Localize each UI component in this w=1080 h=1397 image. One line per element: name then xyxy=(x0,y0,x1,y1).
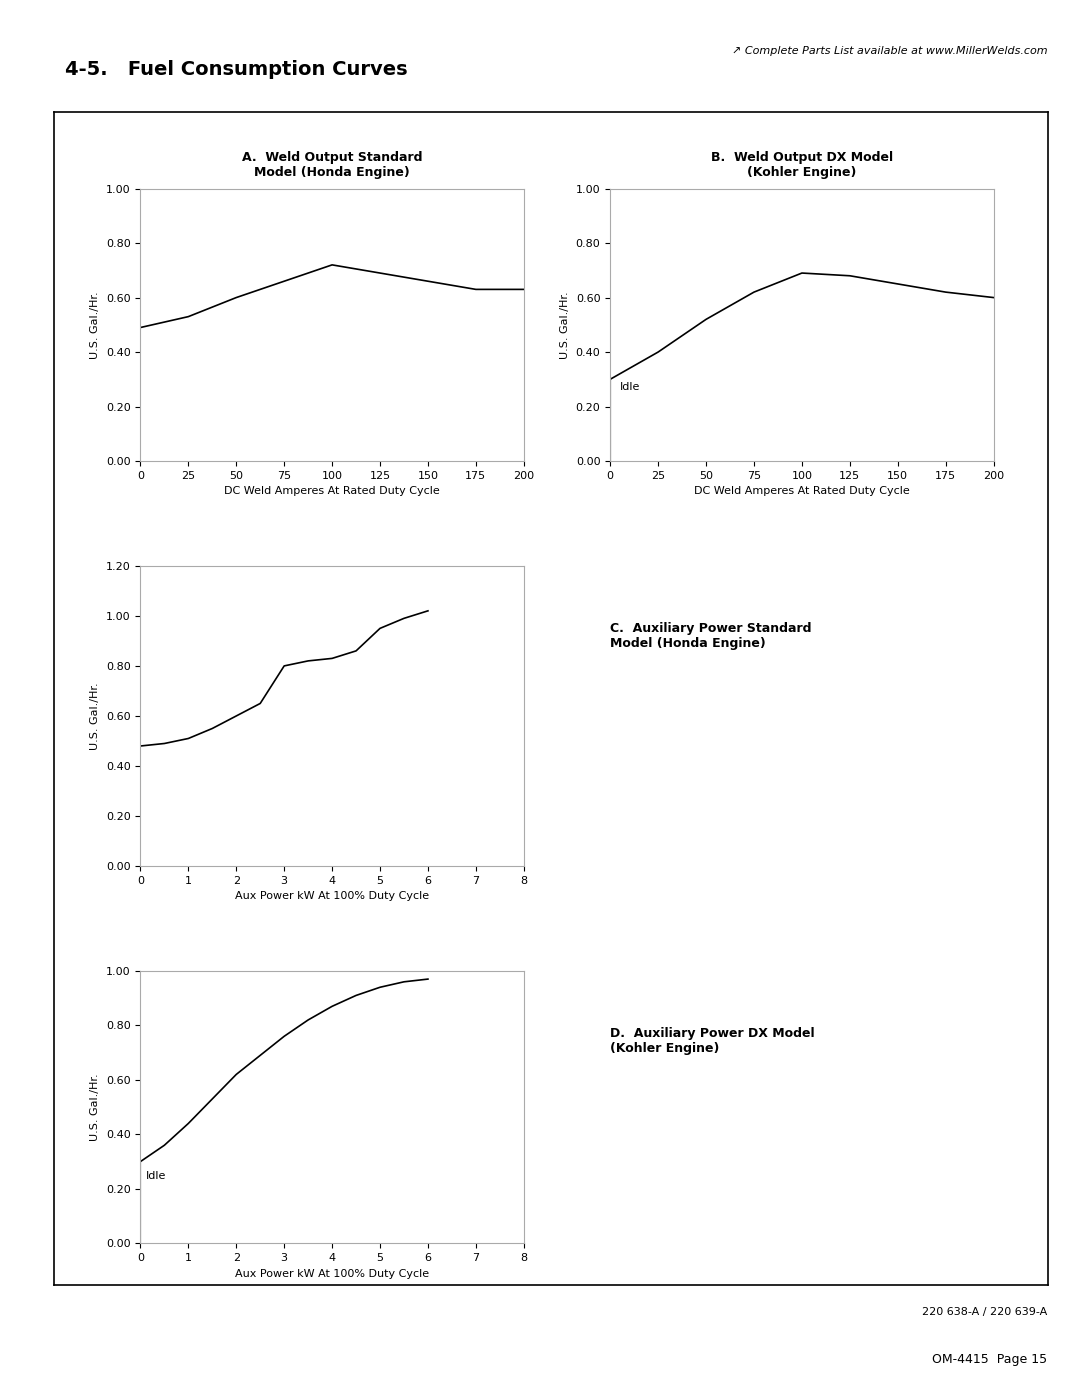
Text: 220 638-A / 220 639-A: 220 638-A / 220 639-A xyxy=(922,1308,1048,1317)
Y-axis label: U.S. Gal./Hr.: U.S. Gal./Hr. xyxy=(91,291,100,359)
Text: Idle: Idle xyxy=(620,383,640,393)
Text: ↗ Complete Parts List available at www.MillerWelds.com: ↗ Complete Parts List available at www.M… xyxy=(732,46,1048,56)
Text: Idle: Idle xyxy=(146,1171,166,1182)
Text: OM-4415  Page 15: OM-4415 Page 15 xyxy=(932,1354,1048,1366)
Text: 4-5.   Fuel Consumption Curves: 4-5. Fuel Consumption Curves xyxy=(65,60,407,80)
Y-axis label: U.S. Gal./Hr.: U.S. Gal./Hr. xyxy=(91,1073,100,1141)
Text: B.  Weld Output DX Model
(Kohler Engine): B. Weld Output DX Model (Kohler Engine) xyxy=(711,151,893,179)
Y-axis label: U.S. Gal./Hr.: U.S. Gal./Hr. xyxy=(561,291,570,359)
Text: C.  Auxiliary Power Standard
Model (Honda Engine): C. Auxiliary Power Standard Model (Honda… xyxy=(610,622,812,650)
X-axis label: DC Weld Amperes At Rated Duty Cycle: DC Weld Amperes At Rated Duty Cycle xyxy=(694,486,909,496)
Text: D.  Auxiliary Power DX Model
(Kohler Engine): D. Auxiliary Power DX Model (Kohler Engi… xyxy=(610,1027,814,1055)
X-axis label: DC Weld Amperes At Rated Duty Cycle: DC Weld Amperes At Rated Duty Cycle xyxy=(225,486,440,496)
X-axis label: Aux Power kW At 100% Duty Cycle: Aux Power kW At 100% Duty Cycle xyxy=(235,891,429,901)
Y-axis label: U.S. Gal./Hr.: U.S. Gal./Hr. xyxy=(91,682,100,750)
X-axis label: Aux Power kW At 100% Duty Cycle: Aux Power kW At 100% Duty Cycle xyxy=(235,1268,429,1278)
Text: A.  Weld Output Standard
Model (Honda Engine): A. Weld Output Standard Model (Honda Eng… xyxy=(242,151,422,179)
